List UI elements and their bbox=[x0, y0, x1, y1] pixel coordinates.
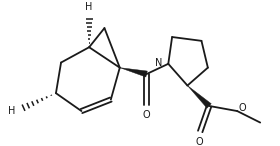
Text: N: N bbox=[155, 58, 163, 68]
Polygon shape bbox=[120, 68, 147, 77]
Text: O: O bbox=[239, 103, 246, 113]
Text: H: H bbox=[85, 2, 93, 12]
Polygon shape bbox=[187, 86, 211, 108]
Text: O: O bbox=[143, 110, 150, 120]
Text: H: H bbox=[8, 106, 15, 116]
Text: O: O bbox=[195, 137, 203, 146]
